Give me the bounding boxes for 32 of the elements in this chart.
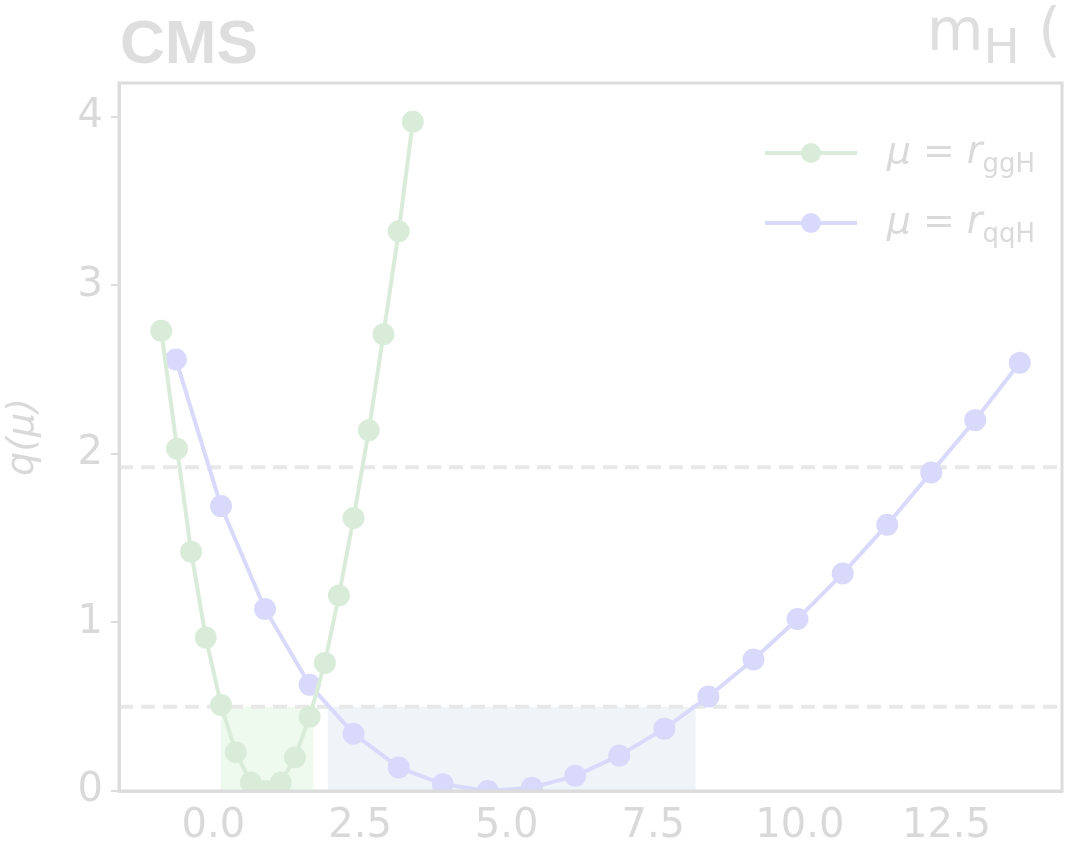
point (298, 705, 321, 728)
point (342, 722, 365, 745)
point (831, 562, 854, 585)
point (313, 651, 336, 674)
point (564, 764, 587, 787)
point (431, 773, 454, 791)
point (1008, 351, 1031, 374)
point (697, 685, 720, 708)
point (166, 437, 189, 460)
point (180, 540, 203, 563)
point (387, 756, 410, 779)
point (608, 744, 631, 767)
point (653, 717, 676, 740)
point (269, 771, 292, 791)
point (194, 626, 217, 649)
point (210, 495, 233, 518)
point (150, 319, 173, 342)
point (920, 461, 943, 484)
point (387, 220, 410, 243)
point (786, 608, 809, 631)
point (372, 323, 395, 346)
point (210, 694, 233, 717)
point (964, 409, 987, 432)
point (401, 110, 424, 133)
point (164, 348, 187, 371)
point (742, 648, 765, 671)
point (327, 584, 350, 607)
point (239, 771, 262, 791)
point (254, 597, 277, 620)
point (876, 513, 899, 536)
point (357, 419, 380, 442)
point (342, 506, 365, 529)
